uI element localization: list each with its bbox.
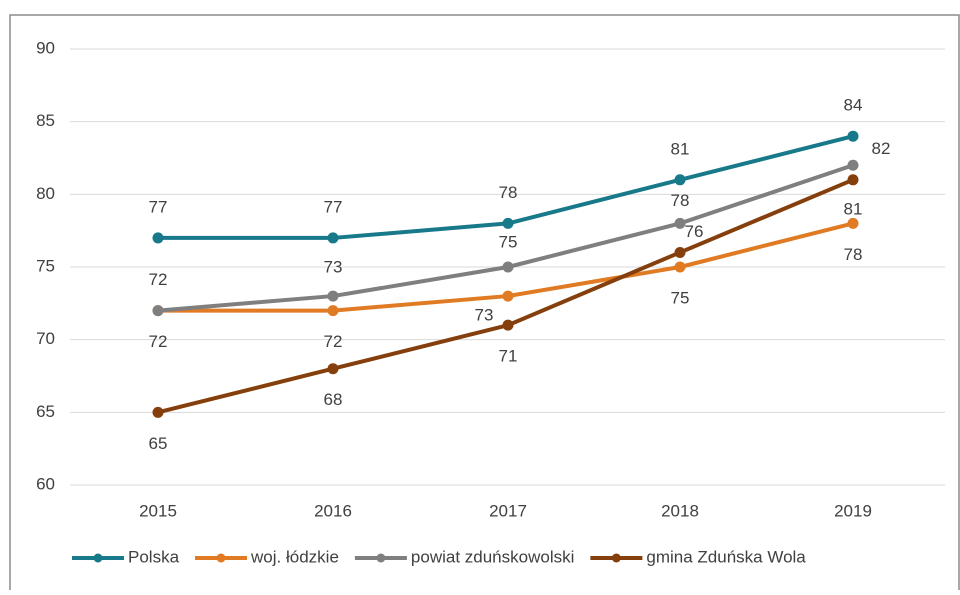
legend-marker — [611, 553, 621, 563]
chart-frame — [9, 14, 960, 595]
data-point — [152, 305, 164, 317]
y-tick-label: 60 — [36, 474, 55, 493]
y-tick-label: 65 — [36, 402, 55, 421]
data-label: 68 — [324, 390, 343, 409]
data-point — [674, 217, 686, 229]
legend-marker — [376, 553, 386, 563]
y-tick-label: 80 — [36, 184, 55, 203]
data-label: 77 — [149, 197, 168, 216]
data-label: 72 — [149, 270, 168, 289]
data-point — [847, 130, 859, 142]
y-tick-label: 85 — [36, 111, 55, 130]
data-label: 84 — [844, 96, 863, 115]
legend-label: powiat zduńskowolski — [411, 547, 574, 566]
data-label: 77 — [324, 197, 343, 216]
legend-label: Polska — [128, 547, 180, 566]
data-label: 82 — [872, 139, 891, 158]
data-point — [674, 246, 686, 258]
y-tick-label: 90 — [36, 38, 55, 57]
data-label: 65 — [149, 434, 168, 453]
data-label: 73 — [324, 258, 343, 277]
data-point — [502, 290, 514, 302]
x-tick-label: 2017 — [489, 501, 527, 520]
x-tick-label: 2015 — [139, 501, 177, 520]
x-tick-label: 2019 — [834, 501, 872, 520]
data-label: 72 — [149, 332, 168, 351]
data-point — [327, 290, 339, 302]
data-point — [152, 232, 164, 244]
data-label: 78 — [499, 183, 518, 202]
data-point — [327, 363, 339, 375]
data-point — [327, 232, 339, 244]
data-point — [847, 159, 859, 171]
data-label: 76 — [685, 222, 704, 241]
data-label: 78 — [671, 191, 690, 210]
data-label: 71 — [499, 347, 518, 366]
y-tick-label: 75 — [36, 256, 55, 275]
data-point — [674, 174, 686, 186]
data-point — [502, 261, 514, 273]
data-point — [674, 261, 686, 273]
data-point — [327, 305, 339, 317]
data-label: 81 — [844, 199, 863, 218]
x-tick-label: 2018 — [661, 501, 699, 520]
legend-label: gmina Zduńska Wola — [646, 547, 806, 566]
data-label: 75 — [499, 232, 518, 251]
x-tick-label: 2016 — [314, 501, 352, 520]
data-point — [847, 174, 859, 186]
data-label: 72 — [324, 332, 343, 351]
data-point — [847, 217, 859, 229]
y-tick-label: 70 — [36, 329, 55, 348]
data-label: 73 — [475, 306, 494, 325]
legend-marker — [216, 553, 226, 563]
data-label: 81 — [671, 139, 690, 158]
data-point — [502, 319, 514, 331]
data-label: 78 — [844, 245, 863, 264]
legend-marker — [93, 553, 103, 563]
data-label: 75 — [671, 288, 690, 307]
data-point — [152, 406, 164, 418]
legend-label: woj. łódzkie — [250, 547, 339, 566]
data-point — [502, 217, 514, 229]
